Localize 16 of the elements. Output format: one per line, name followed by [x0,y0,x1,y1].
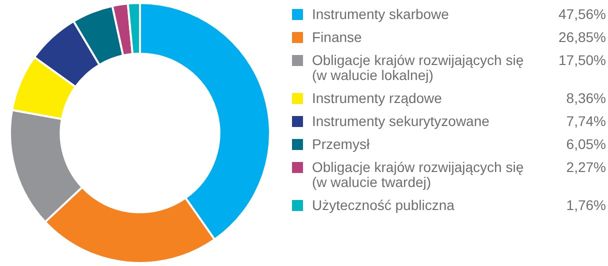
legend-label: Instrumenty sekurytyzowane [312,113,490,129]
data-label: 8,36% [565,90,606,106]
data-label: 26,85% [558,29,606,45]
legend-label: Obligacje krajów rozwijających się (w walucie lokalnej) [312,52,525,83]
data-label: 1,76% [565,197,606,213]
legend-label: Instrumenty rządowe [312,90,443,106]
data-label: 7,74% [565,113,606,129]
data-label: 47,56% [558,6,606,22]
legend-label: Instrumenty skarbowe [312,6,450,22]
legend-label: Obligacje krajów rozwijających się (w walucie twardej) [312,159,525,190]
data-label: 2,27% [565,159,606,175]
data-label: 17,50% [558,52,606,68]
legend-label: Użyteczność publiczna [312,197,456,213]
legend-label: Przemysł [312,136,371,152]
data-label: 6,05% [565,136,606,152]
legend-label: Finanse [312,29,363,45]
